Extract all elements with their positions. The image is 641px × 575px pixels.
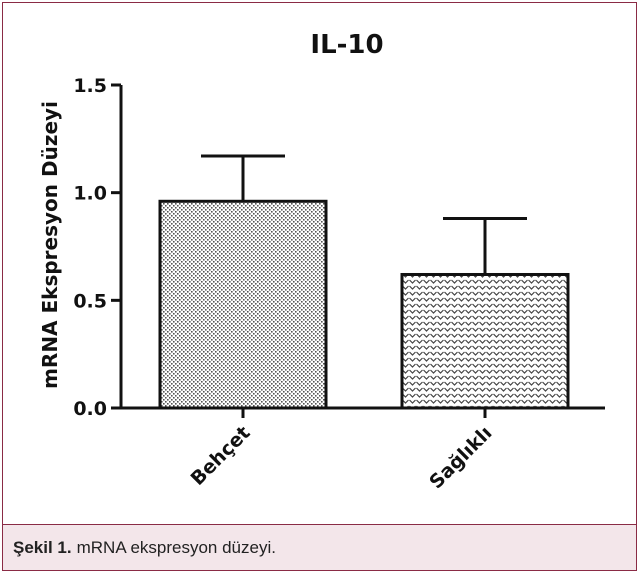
- caption-text: mRNA ekspresyon düzeyi.: [76, 537, 276, 557]
- x-tick-label: Sağlıklı: [425, 422, 496, 493]
- bar-1: [158, 199, 328, 410]
- caption-label: Şekil 1.: [13, 537, 72, 557]
- y-tick-label: 1.5: [73, 75, 107, 97]
- chart-area: IL-10 mRNA Ekspresyon Düzeyi 0.0 0.5 1.0 1.…: [3, 3, 636, 523]
- bars: [158, 199, 570, 410]
- x-tick-label: Behçet: [187, 422, 255, 490]
- y-ticks: 0.0 0.5 1.0 1.5: [73, 75, 121, 420]
- error-bars: [201, 154, 527, 275]
- y-axis-label: mRNA Ekspresyon Düzeyi: [38, 101, 62, 389]
- x-ticks: Behçet Sağlıklı: [187, 408, 497, 493]
- chart-title: IL-10: [310, 30, 383, 60]
- bar-chart: IL-10 mRNA Ekspresyon Düzeyi 0.0 0.5 1.0 1.…: [38, 30, 605, 493]
- y-tick-label: 1.0: [73, 183, 107, 205]
- figure-caption: Şekil 1. mRNA ekspresyon düzeyi.: [3, 524, 636, 570]
- bar-2: [400, 272, 570, 410]
- y-tick-label: 0.0: [73, 398, 107, 420]
- y-tick-label: 0.5: [73, 290, 107, 312]
